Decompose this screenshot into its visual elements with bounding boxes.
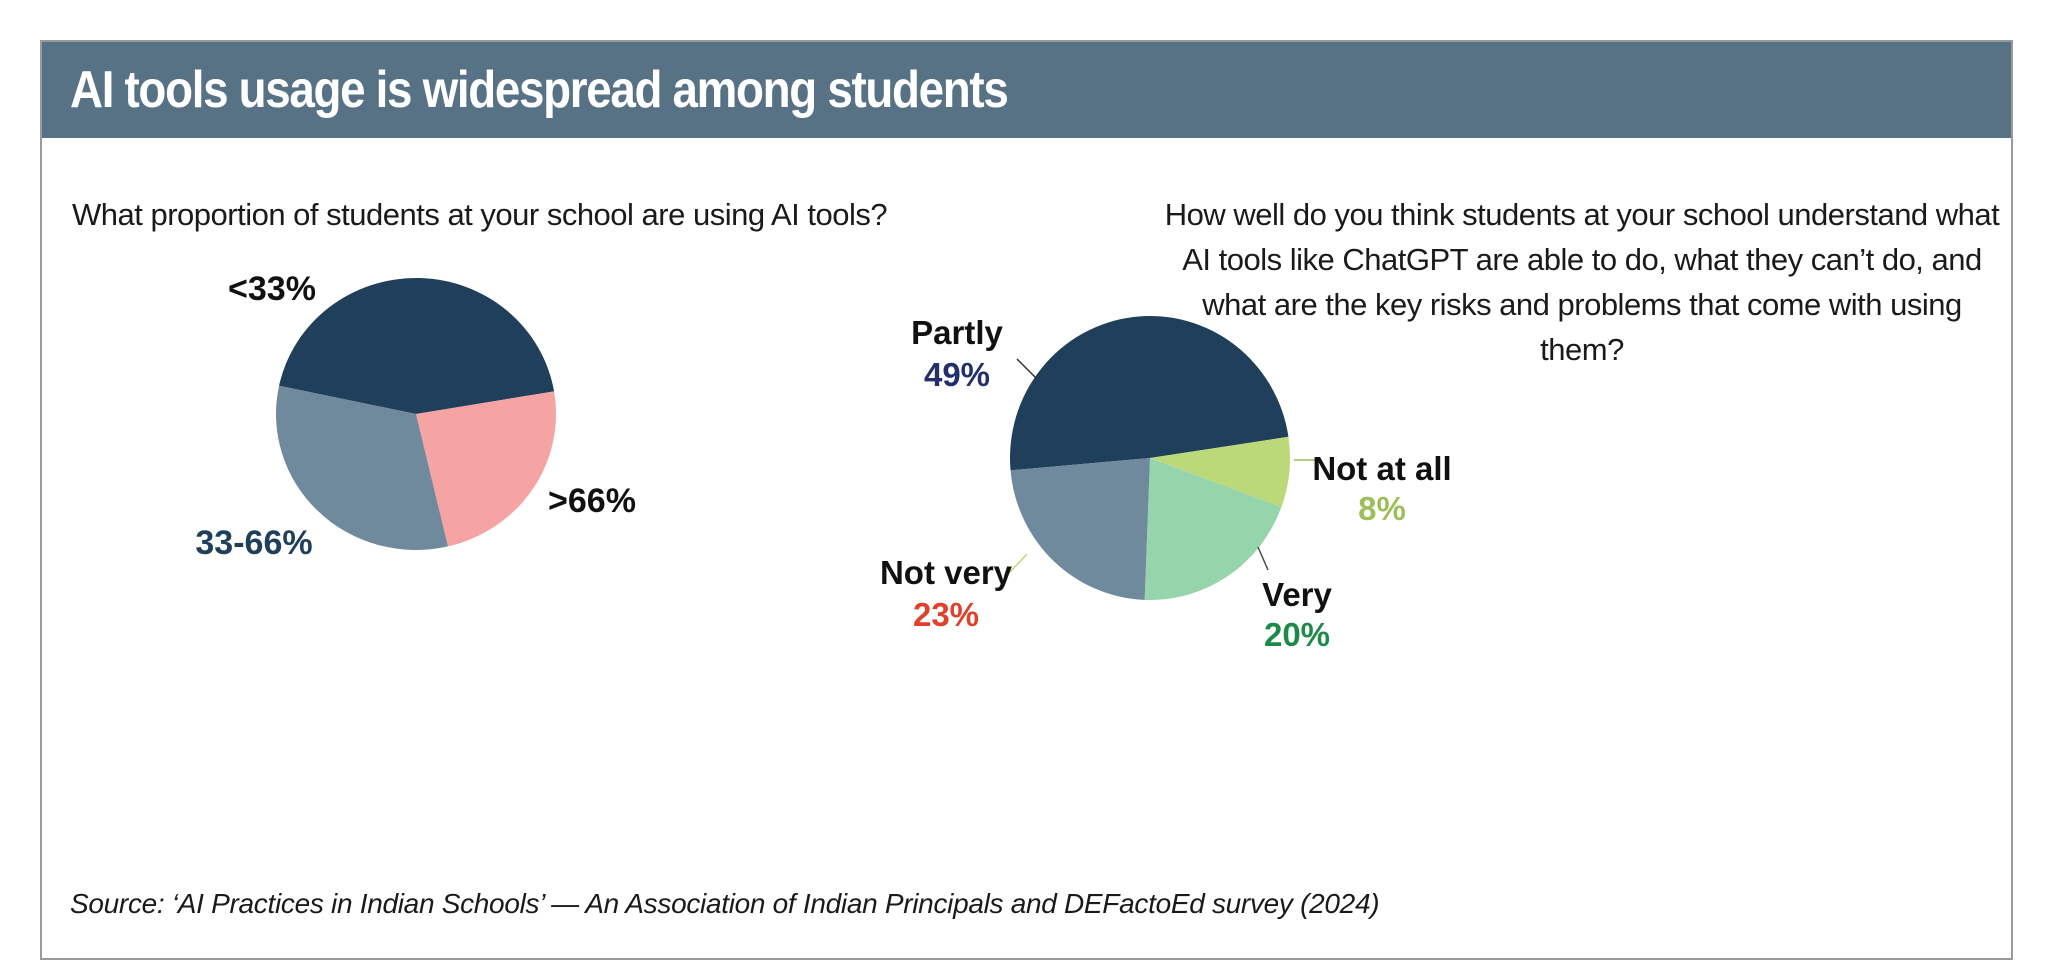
pie-2-leader-0 [1016, 358, 1038, 380]
chart-2-question: How well do you think students at your s… [1164, 197, 2000, 367]
pie-2-label-0: Partly [911, 314, 1003, 351]
pie-slice-2 [1144, 458, 1282, 600]
infographic-frame: AI tools usage is widespread among stude… [40, 40, 2013, 960]
pie-2-value-2: 20% [1264, 616, 1330, 653]
pie-2-value-0: 49% [924, 356, 990, 393]
pie-2-leader-3 [1009, 553, 1028, 573]
pie-slice-3 [1010, 458, 1150, 600]
pie-2-value-3: 23% [913, 596, 979, 633]
chart-1-question: What proportion of students at your scho… [72, 197, 888, 232]
pie-1-label-2: 33-66% [195, 524, 312, 562]
pie-2-value-1: 8% [1358, 490, 1406, 527]
pie-chart-usage: <33% >66% 33-66% [195, 270, 636, 562]
pie-slice-1 [1150, 436, 1291, 508]
pie-2-leader-2 [1257, 546, 1269, 571]
pie-1-label-0: <33% [228, 270, 316, 308]
pie-slice-2 [276, 385, 448, 550]
pie-2-label-1: Not at all [1312, 450, 1451, 487]
pie-slice-0 [1010, 316, 1289, 471]
pie-1-label-1: >66% [548, 482, 636, 520]
pie-2-label-2: Very [1262, 576, 1332, 613]
source-note: Source: ‘AI Practices in Indian Schools’… [70, 888, 1380, 919]
pie-slice-0 [279, 278, 555, 414]
page-title: AI tools usage is widespread among stude… [70, 61, 1009, 119]
pie-slice-1 [416, 391, 556, 547]
header-bar: AI tools usage is widespread among stude… [42, 42, 2011, 138]
pie-2-label-3: Not very [880, 554, 1013, 591]
